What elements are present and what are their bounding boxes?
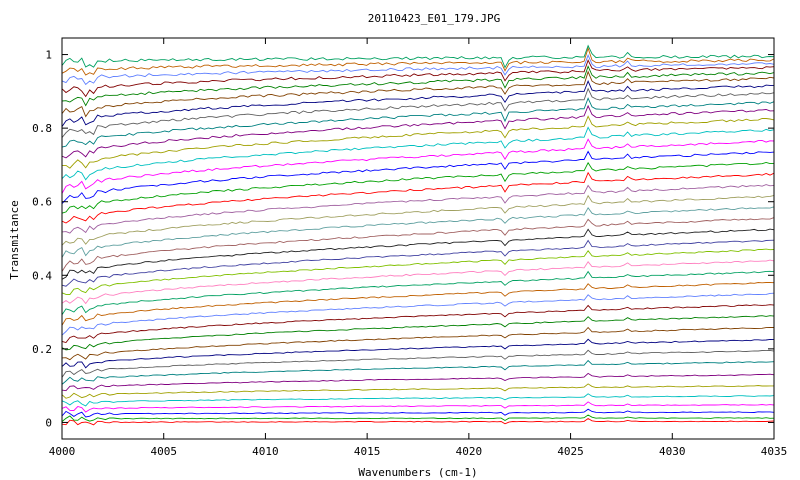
spectrum-series-line: [61, 184, 775, 234]
spectrum-series-line: [61, 304, 775, 344]
spectrum-series-line: [61, 359, 775, 385]
y-tick-label: 0.2: [32, 343, 52, 356]
x-tick-label: 4025: [557, 445, 584, 458]
spectrum-series-line: [61, 372, 775, 392]
y-axis-label: Transmitance: [8, 200, 21, 279]
plot-frame: [61, 37, 775, 440]
spectrum-series-line: [61, 282, 775, 326]
spectrum-series-line: [61, 206, 775, 258]
spectrum-series-line: [61, 349, 775, 378]
spectrum-series-line: [61, 171, 775, 224]
y-tick-label: 0: [45, 416, 52, 429]
spectrum-series-line: [61, 138, 775, 194]
y-tick-label: 0.6: [32, 196, 52, 209]
spectrum-series-line: [61, 46, 775, 76]
spectrum-series-line: [61, 270, 775, 315]
spectrum-series-line: [61, 414, 775, 422]
spectrum-series-line: [61, 326, 774, 361]
spectrum-series-line: [61, 44, 775, 69]
y-tick-label: 1: [45, 49, 52, 62]
spectrum-series-line: [61, 65, 775, 107]
spectrum-series-line: [61, 150, 775, 205]
spectrum-series-line: [61, 315, 775, 351]
spectrum-series-line: [61, 383, 774, 399]
series-layer: [61, 44, 775, 426]
spectrum-series-line: [61, 97, 775, 148]
y-tick-label: 0.4: [32, 269, 52, 282]
spectrum-series-line: [61, 248, 775, 295]
x-tick-label: 4005: [150, 445, 177, 458]
spectrum-series-line: [61, 53, 775, 86]
x-tick-label: 4010: [252, 445, 279, 458]
spectrum-series-line: [62, 115, 775, 169]
x-tick-label: 4020: [456, 445, 483, 458]
spectrum-series-line: [61, 417, 775, 426]
spectrum-series-line: [61, 161, 775, 214]
spectrum-series-line: [61, 393, 775, 407]
spectrum-series-line: [61, 70, 775, 118]
spectrum-series-line: [61, 87, 775, 138]
spectrum-series-line: [61, 194, 775, 246]
spectrum-series-line: [61, 217, 775, 272]
spectrum-series-line: [61, 59, 775, 98]
spectrum-series-line: [61, 104, 775, 159]
spectrum-series-line: [61, 80, 774, 127]
x-tick-label: 4030: [659, 445, 686, 458]
spectrum-series-line: [61, 401, 775, 413]
x-tick-label: 4015: [354, 445, 381, 458]
spectrum-series-line: [61, 292, 775, 336]
spectrum-series-line: [61, 239, 775, 287]
spectrum-series-line: [61, 408, 775, 418]
spectrum-series-line: [61, 228, 775, 280]
spectrum-series-line: [61, 259, 775, 305]
spectrum-series-line: [61, 126, 775, 181]
y-tick-label: 0.8: [32, 122, 52, 135]
x-tick-label: 4035: [761, 445, 788, 458]
axis-ticks: 4000 4005 4010 4015 4020 4025 4030 4035 0 0.2 0.4 0…: [32, 38, 787, 458]
x-axis-label: Wavenumbers (cm-1): [358, 466, 477, 479]
chart-title: 20110423_E01_179.JPG: [368, 12, 500, 25]
spectrum-series-line: [61, 338, 775, 369]
x-tick-label: 4000: [49, 445, 76, 458]
